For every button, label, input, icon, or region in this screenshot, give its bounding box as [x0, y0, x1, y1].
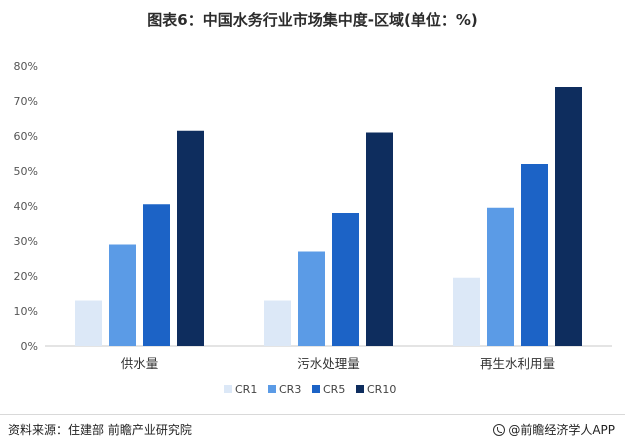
y-tick-label: 20%: [14, 270, 38, 283]
bar-cr1: [264, 300, 291, 346]
legend-label-cr3: CR3: [279, 383, 301, 396]
chart-title: 图表6：中国水务行业市场集中度-区域(单位：%): [147, 11, 478, 29]
bar-cr1: [75, 300, 102, 346]
y-tick-label: 40%: [14, 200, 38, 213]
category-label: 再生水利用量: [480, 356, 555, 371]
legend-swatch-cr5: [312, 385, 320, 393]
legend-label-cr1: CR1: [235, 383, 257, 396]
bar-cr5: [143, 204, 170, 346]
footer: 资料来源：住建部 前瞻产业研究院 @前瞻经济学人APP: [0, 414, 625, 447]
brand-credit: @前瞻经济学人APP: [493, 421, 615, 438]
y-tick-label: 80%: [14, 60, 38, 73]
bar-cr10: [366, 132, 393, 346]
bar-cr3: [298, 251, 325, 346]
bar-cr5: [521, 164, 548, 346]
category-label: 污水处理量: [297, 356, 360, 371]
bar-cr3: [487, 207, 514, 346]
y-tick-label: 30%: [14, 235, 38, 248]
bar-cr5: [332, 213, 359, 346]
bar-cr3: [109, 244, 136, 346]
source-note: 资料来源：住建部 前瞻产业研究院: [8, 423, 192, 437]
bar-cr1: [453, 277, 480, 346]
bar-chart: 0% 10% 20% 30% 40% 50% 60% 70% 80% 供水量 污水处理量 再生水利用量…: [14, 60, 612, 396]
y-tick-label: 10%: [14, 305, 38, 318]
y-tick-label: 60%: [14, 130, 38, 143]
category-label: 供水量: [121, 356, 159, 371]
legend-label-cr5: CR5: [323, 383, 345, 396]
legend-swatch-cr1: [224, 385, 232, 393]
legend-swatch-cr10: [356, 385, 364, 393]
brand-label: @前瞻经济学人APP: [508, 423, 615, 437]
brand-logo-icon: [493, 423, 506, 436]
bar-cr10: [177, 130, 204, 346]
bar-cr10: [555, 87, 582, 346]
legend-label-cr10: CR10: [367, 383, 396, 396]
y-tick-label: 0%: [21, 340, 38, 353]
y-tick-label: 70%: [14, 95, 38, 108]
legend-swatch-cr3: [268, 385, 276, 393]
y-tick-label: 50%: [14, 165, 38, 178]
